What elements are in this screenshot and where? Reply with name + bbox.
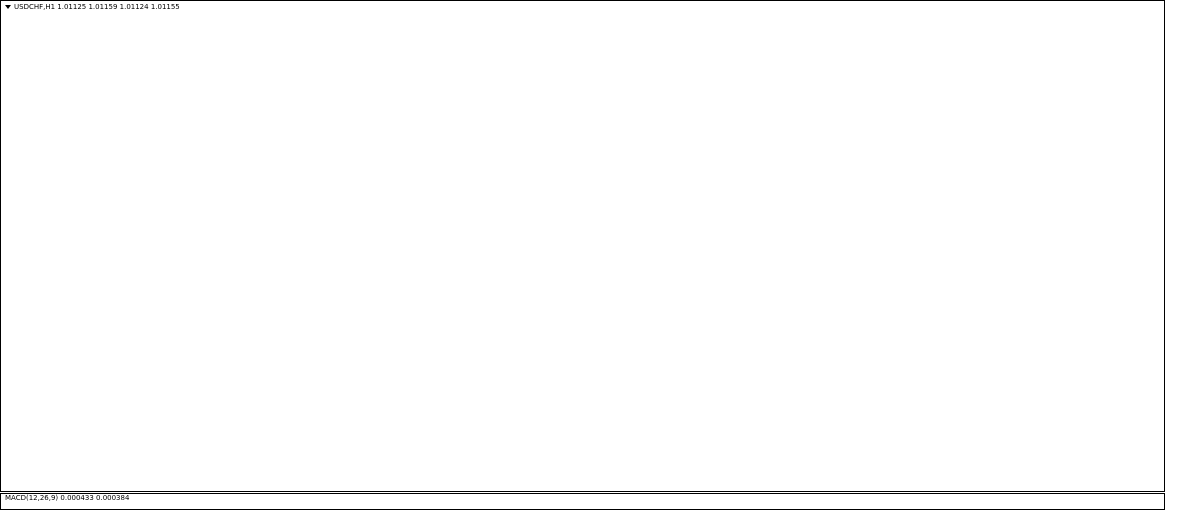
chart-title: USDCHF,H1 1.01125 1.01159 1.01124 1.0115… [14,3,180,11]
dropdown-icon[interactable] [5,5,11,9]
macd-title: MACD(12,26,9) 0.000433 0.000384 [5,494,130,502]
macd-panel-frame [0,493,1165,510]
price-panel-frame [0,0,1165,492]
